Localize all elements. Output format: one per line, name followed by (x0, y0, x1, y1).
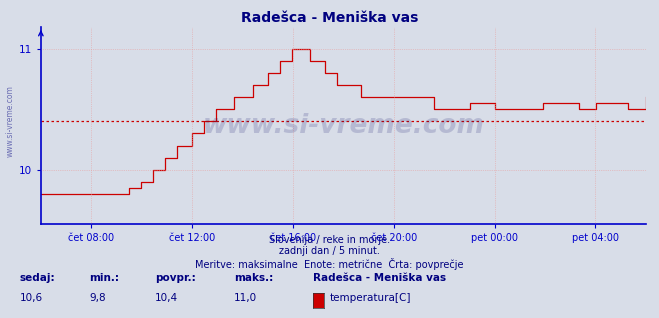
Text: Slovenija / reke in morje.: Slovenija / reke in morje. (269, 235, 390, 245)
Text: min.:: min.: (89, 273, 119, 283)
Text: Radešca - Meniška vas: Radešca - Meniška vas (241, 11, 418, 25)
Text: 9,8: 9,8 (89, 293, 105, 302)
Text: www.si-vreme.com: www.si-vreme.com (5, 85, 14, 157)
Text: zadnji dan / 5 minut.: zadnji dan / 5 minut. (279, 246, 380, 256)
Text: 11,0: 11,0 (234, 293, 257, 302)
Text: www.si-vreme.com: www.si-vreme.com (202, 113, 484, 139)
Text: temperatura[C]: temperatura[C] (330, 293, 411, 302)
Text: maks.:: maks.: (234, 273, 273, 283)
Text: Radešca - Meniška vas: Radešca - Meniška vas (313, 273, 446, 283)
Text: sedaj:: sedaj: (20, 273, 55, 283)
Text: povpr.:: povpr.: (155, 273, 196, 283)
Text: Meritve: maksimalne  Enote: metrične  Črta: povprečje: Meritve: maksimalne Enote: metrične Črta… (195, 258, 464, 270)
Text: 10,4: 10,4 (155, 293, 178, 302)
Text: 10,6: 10,6 (20, 293, 43, 302)
